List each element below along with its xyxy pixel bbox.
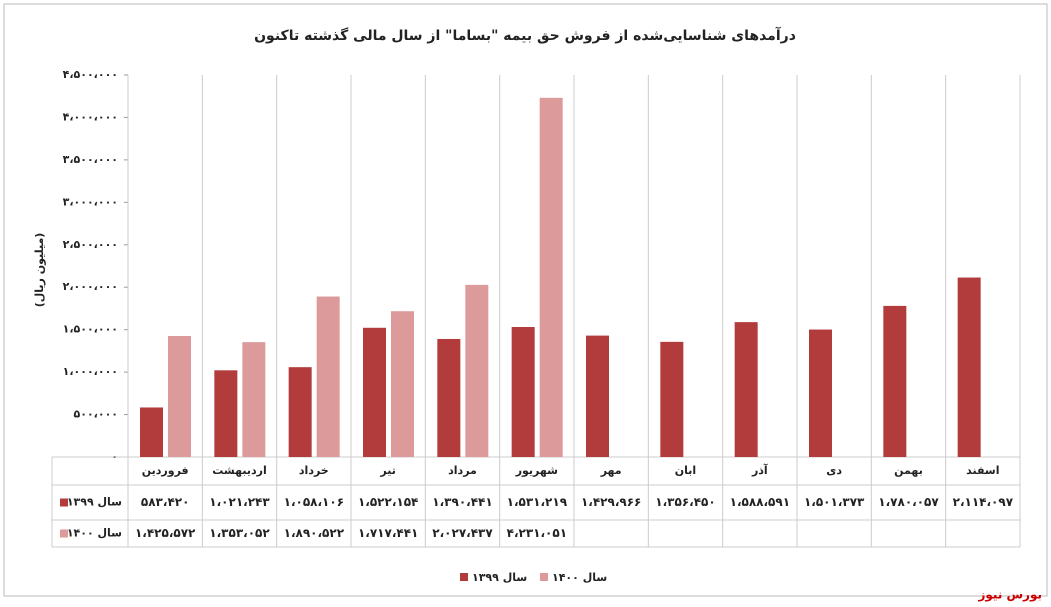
- table-value: ۱،۰۵۸،۱۰۶: [284, 495, 344, 509]
- bar: [316, 296, 340, 457]
- x-tick-label: ابان: [675, 464, 696, 477]
- x-tick-label: بهمن: [894, 464, 923, 477]
- y-tick-label: ۱،۵۰۰،۰۰۰: [63, 323, 118, 336]
- bar: [288, 367, 312, 457]
- bar: [586, 335, 609, 457]
- bar: [539, 97, 563, 457]
- table-value: ۱،۳۵۳،۰۵۲: [209, 526, 270, 540]
- table-row-label: سال ۱۴۰۰: [67, 527, 122, 540]
- y-tick-label: ۴،۰۰۰،۰۰۰: [63, 110, 118, 123]
- table-value: ۱،۵۰۱،۳۷۳: [804, 495, 865, 509]
- y-tick-label: ۳،۰۰۰،۰۰۰: [63, 195, 118, 208]
- y-tick-label: ۴،۵۰۰،۰۰۰: [63, 68, 118, 81]
- bar: [734, 322, 758, 457]
- legend-swatch: [540, 573, 548, 581]
- table-value: ۱،۴۲۹،۹۶۶: [581, 495, 641, 509]
- legend-label: سال ۱۳۹۹: [472, 571, 527, 584]
- bar: [242, 342, 266, 457]
- y-tick-label: ۳،۵۰۰،۰۰۰: [63, 153, 118, 166]
- bar: [660, 341, 684, 457]
- x-tick-label: شهریور: [515, 464, 558, 477]
- x-tick-label: مهر: [600, 464, 622, 477]
- table-value: ۱،۷۸۰،۰۵۷: [878, 495, 939, 509]
- x-tick-label: فروردین: [142, 464, 189, 477]
- legend-label: سال ۱۴۰۰: [552, 571, 607, 584]
- bar: [214, 370, 238, 457]
- table-value: ۱،۸۹۰،۵۲۲: [284, 526, 345, 540]
- x-tick-label: آذر: [751, 463, 768, 477]
- frame: [3, 3, 1048, 597]
- table-value: ۴،۲۳۱،۰۵۱: [507, 526, 567, 540]
- table-value: ۲،۰۲۷،۴۳۷: [432, 526, 493, 540]
- x-tick-label: مرداد: [448, 464, 477, 477]
- bar: [391, 311, 414, 457]
- table-value: ۱،۰۲۱،۲۴۳: [209, 495, 270, 509]
- table-value: ۵۸۳،۴۲۰: [141, 495, 190, 509]
- y-tick-label: ۲،۵۰۰،۰۰۰: [63, 238, 118, 251]
- table-value: ۲،۱۱۴،۰۹۷: [953, 495, 1014, 509]
- x-tick-label: اردیبهشت: [212, 464, 266, 477]
- bar: [957, 277, 981, 457]
- bar: [883, 305, 907, 457]
- bar: [809, 329, 832, 457]
- y-axis-label: (میلیون ریال): [33, 233, 46, 308]
- chart-title: درآمدهای شناسایی‌شده از فروش حق بیمه "بس…: [254, 26, 796, 44]
- bar: [363, 327, 386, 457]
- table-value: ۱،۵۸۸،۵۹۱: [730, 495, 790, 509]
- bar: [511, 327, 535, 457]
- legend-swatch: [60, 498, 68, 507]
- table-value: ۱،۵۳۱،۲۱۹: [507, 495, 568, 509]
- y-tick-label: ۲،۰۰۰،۰۰۰: [63, 280, 118, 293]
- bar: [437, 338, 461, 457]
- table-value: ۱،۷۱۷،۴۴۱: [358, 526, 418, 540]
- source: بورس نیوز: [977, 588, 1042, 603]
- table-value: ۱،۳۹۰،۴۴۱: [432, 495, 492, 509]
- legend-swatch: [60, 529, 68, 538]
- bar: [465, 284, 489, 457]
- legend-swatch: [460, 573, 468, 581]
- y-tick-label: ۵۰۰،۰۰۰: [74, 408, 118, 421]
- x-tick-label: دی: [826, 464, 842, 477]
- table-value: ۱،۴۲۵،۵۷۲: [135, 526, 196, 540]
- x-tick-label: خرداد: [299, 464, 329, 477]
- bar: [140, 407, 163, 457]
- y-tick-label: ۱،۰۰۰،۰۰۰: [63, 365, 118, 378]
- bar: [168, 335, 191, 457]
- table-value: ۱،۳۵۶،۴۵۰: [655, 495, 715, 509]
- x-tick-label: اسفند: [966, 464, 999, 477]
- table-value: ۱،۵۲۲،۱۵۴: [358, 495, 418, 509]
- table-row-label: سال ۱۳۹۹: [67, 496, 122, 509]
- x-tick-label: تیر: [379, 464, 395, 477]
